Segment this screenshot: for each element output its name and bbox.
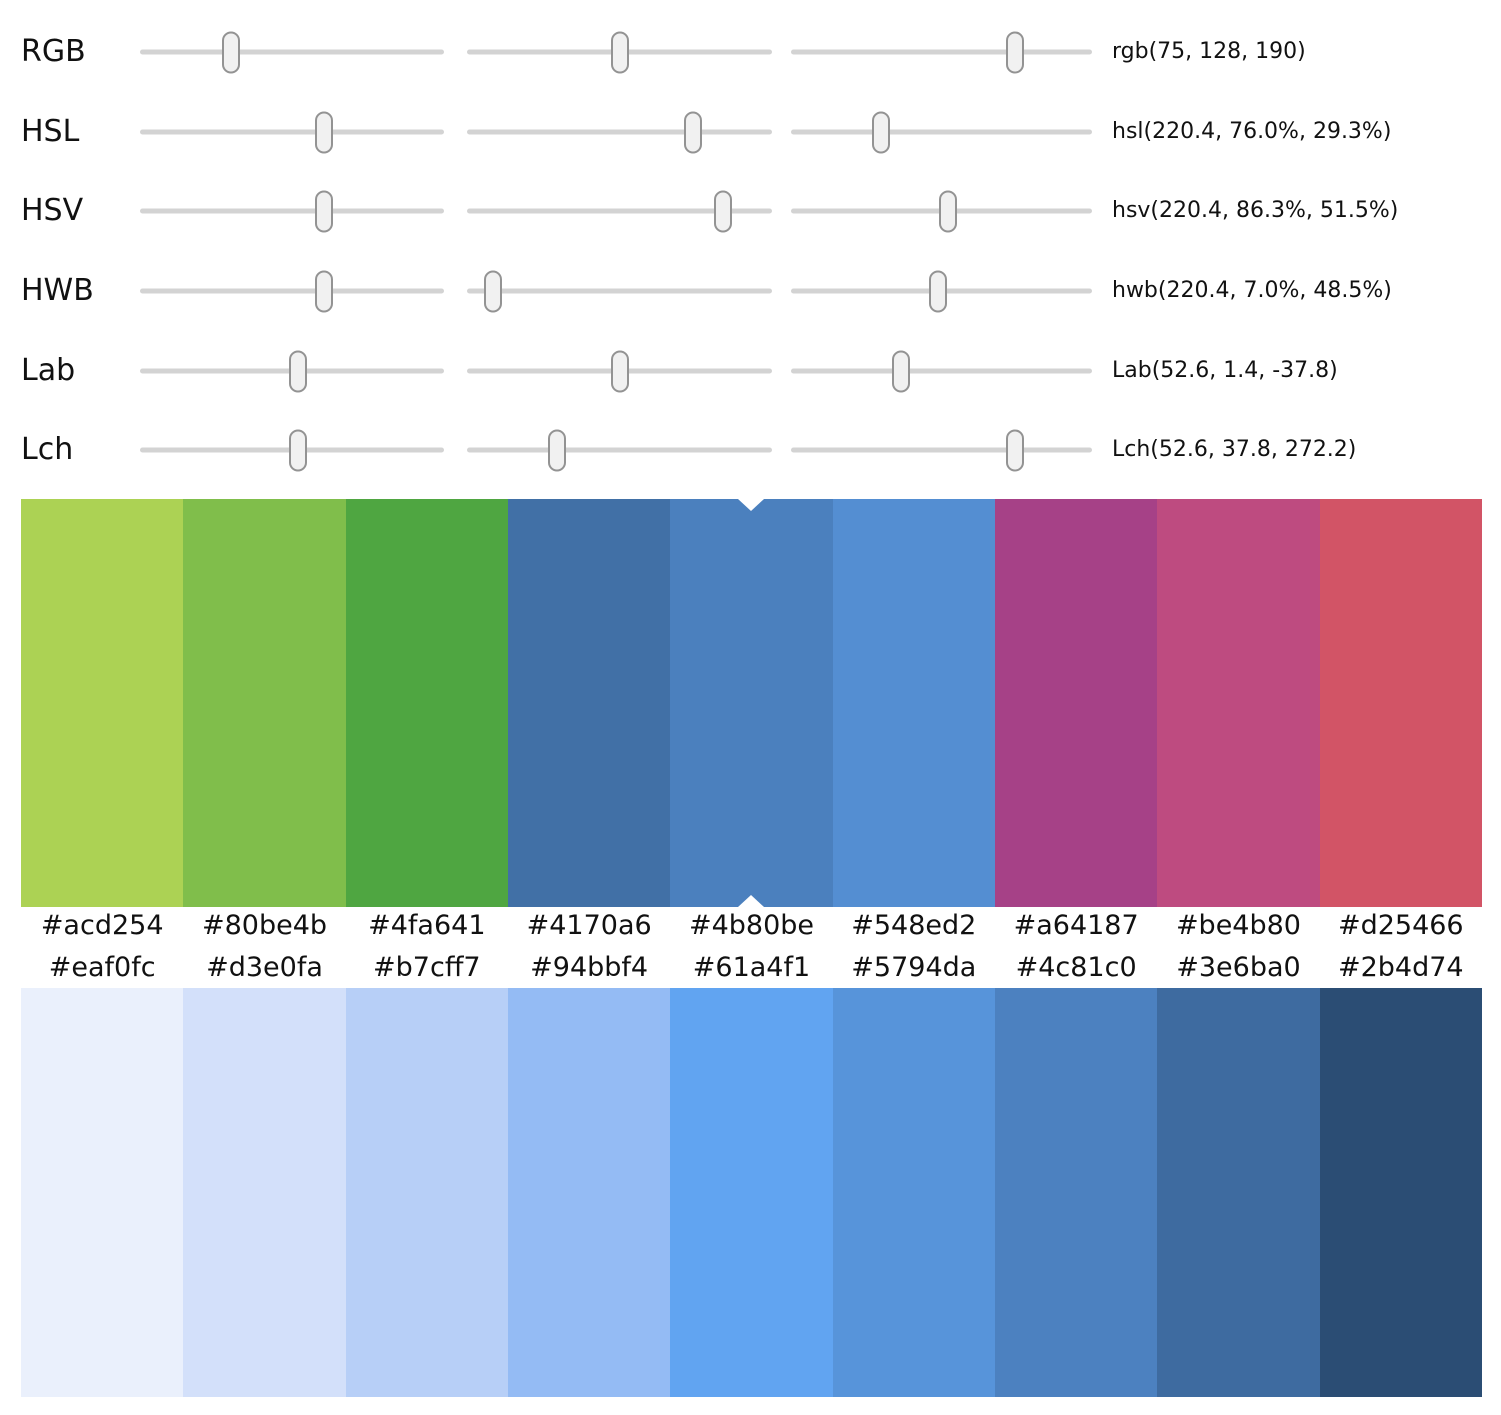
slider-row-value-hsv: hsv(220.4, 86.3%, 51.5%) [1112,198,1399,223]
palette-bottom-swatch-7[interactable] [994,988,1158,1397]
hsv-slider-thumb-2[interactable] [714,190,733,232]
hwb-slider-track-3[interactable] [791,270,1092,312]
palette-bottom-hex-label-2: #d3e0fa [206,952,323,983]
hsl-slider-track-1[interactable] [140,111,444,153]
rgb-slider-thumb-3[interactable] [1006,31,1025,73]
palette-bottom-hex-label-1: #eaf0fc [48,952,156,983]
palette-bottom-swatch-2[interactable] [183,988,346,1397]
hsv-slider-track-2[interactable] [467,190,772,232]
palette-top-hex-label-3: #4fa641 [368,910,486,941]
hsv-slider-thumb-1[interactable] [314,190,333,232]
selected-swatch-notch-bottom-icon [738,895,765,907]
palette-top-swatch-7[interactable] [994,499,1158,907]
palette-bottom-hex-label-5: #61a4f1 [692,952,811,983]
hsv-slider-track-3[interactable] [791,190,1092,232]
hsl-slider-track-2[interactable] [467,111,772,153]
lch-slider-thumb-1[interactable] [289,429,308,471]
lch-slider-thumb-2[interactable] [547,429,566,471]
palette-top-swatch-4[interactable] [507,499,671,907]
slider-row-label-hsv: HSV [21,193,84,228]
palette-bottom-hex-label-6: #5794da [851,952,977,983]
palette-top-hex-label-8: #be4b80 [1175,910,1301,941]
slider-row-value-lch: Lch(52.6, 37.8, 272.2) [1112,437,1357,462]
slider-row-value-lab: Lab(52.6, 1.4, -37.8) [1112,358,1338,383]
palette-top-hex-label-6: #548ed2 [851,910,977,941]
palette-top-swatch-2[interactable] [183,499,346,907]
hsv-slider-thumb-3[interactable] [938,190,957,232]
hsl-slider-thumb-3[interactable] [872,111,891,153]
palette-top-hex-label-7: #a64187 [1013,910,1139,941]
palette-top-hex-label-4: #4170a6 [526,910,652,941]
lab-slider-track-1[interactable] [140,350,444,392]
slider-row-value-hsl: hsl(220.4, 76.0%, 29.3%) [1112,119,1392,144]
rgb-slider-track-3[interactable] [791,31,1092,73]
palette-top-hex-label-5: #4b80be [688,910,814,941]
palette-bottom-swatch-9[interactable] [1319,988,1482,1397]
palette-top-hex-label-9: #d25466 [1337,910,1464,941]
palette-bottom-swatch-1[interactable] [21,988,184,1397]
hwb-slider-thumb-1[interactable] [314,270,333,312]
lab-slider-track-2[interactable] [467,350,772,392]
rgb-slider-thumb-2[interactable] [610,31,629,73]
lab-slider-thumb-2[interactable] [610,350,629,392]
palette-top-swatch-9[interactable] [1319,499,1482,907]
hwb-slider-thumb-2[interactable] [483,270,502,312]
palette-top [21,499,1482,907]
rgb-slider-track-2[interactable] [467,31,772,73]
palette-top-swatch-6[interactable] [832,499,995,907]
hwb-slider-thumb-3[interactable] [929,270,948,312]
lab-slider-thumb-1[interactable] [289,350,308,392]
palette-bottom-swatch-3[interactable] [345,988,508,1397]
lch-slider-track-1[interactable] [140,429,444,471]
rgb-slider-thumb-1[interactable] [222,31,241,73]
hwb-slider-track-2[interactable] [467,270,772,312]
palette-top-swatch-5[interactable] [670,499,833,907]
palette-bottom-hex-label-4: #94bbf4 [530,952,649,983]
slider-row-label-lab: Lab [21,353,76,388]
lch-slider-track-2[interactable] [467,429,772,471]
slider-row-label-hwb: HWB [21,273,94,308]
rgb-slider-track-1[interactable] [140,31,444,73]
hsl-slider-track-3[interactable] [791,111,1092,153]
palette-top-swatch-8[interactable] [1157,499,1320,907]
lab-slider-track-3[interactable] [791,350,1092,392]
palette-bottom-swatch-6[interactable] [832,988,995,1397]
slider-row-label-hsl: HSL [21,114,80,149]
palette-bottom-hex-label-8: #3e6ba0 [1176,952,1301,983]
hex-row-bottom: #eaf0fc #d3e0fa #b7cff7 #94bbf4 #61a4f1 #5794… [21,948,1482,988]
slider-row-label-lch: Lch [21,432,74,467]
lch-slider-track-3[interactable] [791,429,1092,471]
palette-bottom-hex-label-9: #2b4d74 [1337,952,1464,983]
hwb-slider-track-1[interactable] [140,270,444,312]
palette-bottom [21,988,1482,1397]
palette-top-hex-label-2: #80be4b [201,910,328,941]
hsl-slider-thumb-1[interactable] [314,111,333,153]
selected-swatch-notch-top-icon [738,499,765,511]
palette-bottom-swatch-8[interactable] [1157,988,1320,1397]
hex-row-top: #acd254 #80be4b #4fa641 #4170a6 #4b80be #548e… [21,906,1482,946]
palette-bottom-swatch-5[interactable] [670,988,833,1397]
palette-bottom-swatch-4[interactable] [507,988,671,1397]
palette-bottom-hex-label-7: #4c81c0 [1015,952,1137,983]
lch-slider-thumb-3[interactable] [1006,429,1025,471]
palette-top-swatch-1[interactable] [21,499,184,907]
palette-top-swatch-3[interactable] [345,499,508,907]
hsv-slider-track-1[interactable] [140,190,444,232]
lab-slider-thumb-3[interactable] [891,350,910,392]
hsl-slider-thumb-2[interactable] [683,111,702,153]
palette-bottom-hex-label-3: #b7cff7 [373,952,481,983]
slider-row-label-rgb: RGB [21,34,86,69]
slider-row-value-hwb: hwb(220.4, 7.0%, 48.5%) [1112,278,1392,303]
palette-top-hex-label-1: #acd254 [40,910,164,941]
slider-row-value-rgb: rgb(75, 128, 190) [1112,39,1306,64]
